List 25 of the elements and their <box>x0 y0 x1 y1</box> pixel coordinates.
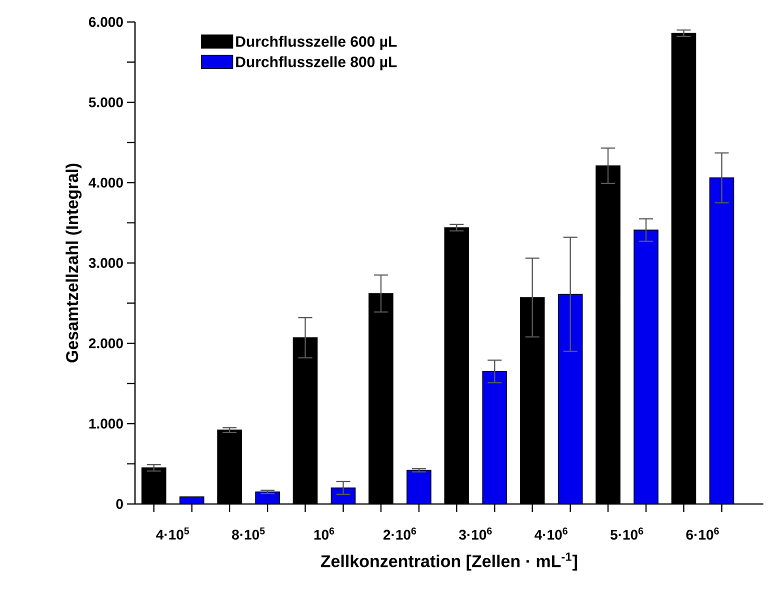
y-tick-label: 3.000 <box>88 258 123 268</box>
bar <box>709 177 734 504</box>
y-tick-label: 2.000 <box>88 338 123 348</box>
x-tick-label: 10$^{6}$ <box>314 528 334 540</box>
y-tick-label: 0 <box>116 499 123 509</box>
bar <box>558 294 583 504</box>
y-axis-title: Gesamtzellzahl (Integral) <box>66 164 82 362</box>
y-tick-label: 5.000 <box>88 97 123 108</box>
x-tick-label: 6·10$^{6}$ <box>686 528 719 540</box>
legend-label: Durchflusszelle 600 µL <box>236 36 397 50</box>
x-tick-label: 5·10$^{6}$ <box>610 528 644 540</box>
y-tick-label: 1.000 <box>89 418 123 429</box>
x-tick-label: 2·10$^{6}$ <box>383 528 416 540</box>
y-tick-label: 6.000 <box>88 17 123 27</box>
x-axis-title: Zellkonzentration [Zellen · mL$^{-1}$] <box>320 552 577 571</box>
legend-label: Durchflusszelle 800 µL <box>236 56 397 70</box>
x-tick-label: 4·10$^{6}$ <box>534 528 568 540</box>
bar <box>634 230 658 504</box>
bar <box>330 488 356 504</box>
x-tick-label: 4·10$^{5}$ <box>156 528 190 540</box>
x-tick-label: 8·10$^{5}$ <box>232 528 265 540</box>
bar <box>406 470 432 504</box>
bar <box>482 371 508 504</box>
x-tick-label: 3·10$^{6}$ <box>458 528 492 540</box>
y-tick-label: 4.000 <box>88 178 123 188</box>
